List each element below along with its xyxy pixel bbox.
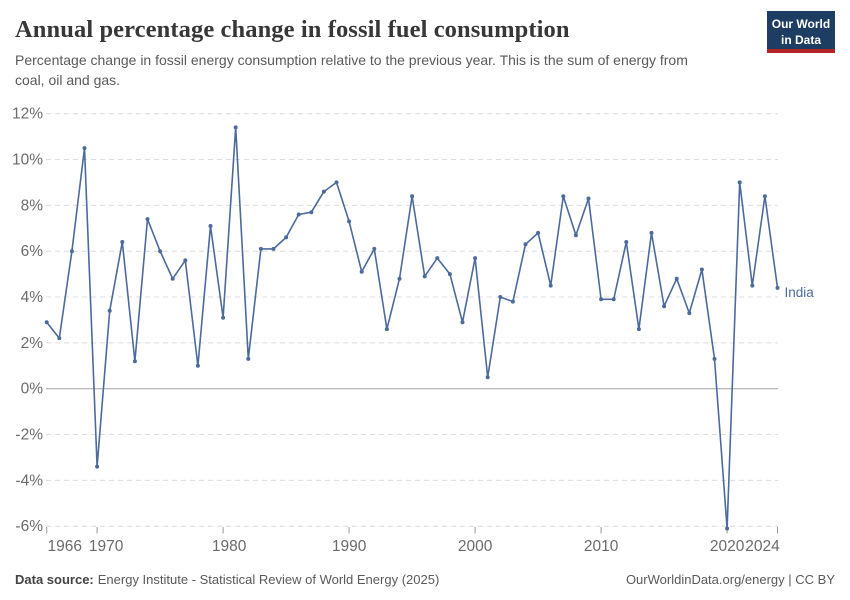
data-point-marker[interactable]	[611, 297, 616, 302]
data-point-marker[interactable]	[586, 196, 591, 201]
data-point-marker[interactable]	[208, 224, 213, 228]
page-title: Annual percentage change in fossil fuel …	[15, 16, 570, 43]
data-point-marker[interactable]	[397, 276, 402, 281]
data-point-marker[interactable]	[750, 283, 755, 288]
data-point-marker[interactable]	[95, 464, 100, 469]
x-tick-label: 2024	[745, 538, 780, 555]
x-axis: 1966 1970 1980 1990 2000 2010 2020 2024	[46, 527, 780, 555]
data-point-marker[interactable]	[271, 246, 276, 251]
data-point-marker[interactable]	[334, 180, 339, 185]
data-point-marker[interactable]	[649, 230, 654, 235]
data-point-marker[interactable]	[120, 240, 125, 244]
data-point-marker[interactable]	[57, 336, 62, 341]
y-tick-label: 2%	[21, 335, 44, 352]
x-tick-label: 2010	[584, 538, 619, 555]
data-point-marker[interactable]	[183, 258, 188, 263]
data-point-marker[interactable]	[699, 267, 704, 272]
chart-subtitle-line1: Percentage change in fossil energy consu…	[15, 52, 688, 68]
data-point-marker[interactable]	[548, 283, 553, 288]
data-point-marker[interactable]	[69, 249, 74, 254]
data-point-marker[interactable]	[473, 256, 478, 261]
data-point-marker[interactable]	[624, 240, 629, 244]
data-point-marker[interactable]	[321, 189, 326, 194]
data-point-marker[interactable]	[762, 194, 767, 199]
data-source-label: Data source:	[15, 572, 94, 587]
x-tick-label: 1966	[47, 538, 81, 555]
owid-logo-line2: in Data	[780, 32, 821, 47]
data-point-marker[interactable]	[460, 320, 465, 325]
series-layer[interactable]: India	[44, 125, 815, 531]
data-point-marker[interactable]	[422, 274, 427, 279]
data-source-text: Energy Institute - Statistical Review of…	[97, 572, 440, 587]
india-series-line[interactable]	[46, 126, 779, 530]
data-point-marker[interactable]	[636, 327, 641, 332]
y-tick-label: 12%	[12, 106, 43, 123]
data-point-marker[interactable]	[725, 526, 730, 531]
data-point-marker[interactable]	[737, 180, 742, 185]
y-tick-label: 8%	[21, 197, 44, 214]
data-point-marker[interactable]	[284, 235, 289, 240]
data-point-marker[interactable]	[536, 230, 541, 235]
data-point-marker[interactable]	[485, 375, 490, 380]
data-point-marker[interactable]	[170, 276, 175, 281]
data-point-marker[interactable]	[510, 299, 515, 304]
data-point-marker[interactable]	[246, 356, 251, 361]
data-point-marker[interactable]	[384, 327, 389, 332]
data-point-marker[interactable]	[296, 212, 301, 217]
owid-logo-line1: Our World	[771, 17, 831, 31]
owid-logo[interactable]: Our World in Data	[767, 11, 835, 53]
data-point-marker[interactable]	[561, 194, 566, 199]
data-point-marker[interactable]	[107, 308, 112, 313]
x-tick-label: 1980	[212, 538, 247, 555]
data-point-marker[interactable]	[347, 219, 352, 224]
data-point-marker[interactable]	[523, 242, 528, 247]
data-point-marker[interactable]	[447, 272, 452, 277]
data-point-marker[interactable]	[435, 256, 440, 261]
chart-subtitle: Percentage change in fossil energy consu…	[15, 51, 835, 91]
data-point-marker[interactable]	[775, 285, 780, 290]
data-point-marker[interactable]	[599, 297, 604, 302]
y-tick-label: 4%	[21, 289, 44, 306]
data-point-marker[interactable]	[573, 233, 578, 238]
data-point-marker[interactable]	[498, 295, 503, 299]
y-tick-label: 6%	[21, 243, 44, 260]
chart-subtitle-line2: coal, oil and gas.	[15, 71, 121, 88]
x-tick-label: 1970	[89, 538, 124, 555]
chart-footer: Data source: Energy Institute - Statistic…	[15, 572, 835, 587]
data-point-marker[interactable]	[195, 363, 200, 368]
chart-header: Annual percentage change in fossil fuel …	[15, 11, 835, 91]
y-tick-label: 10%	[12, 152, 43, 169]
owid-credit-link[interactable]: OurWorldinData.org/energy | CC BY	[625, 572, 835, 587]
y-tick-label: -4%	[15, 472, 43, 489]
y-tick-label: -6%	[15, 518, 43, 535]
x-tick-label: 2020	[710, 538, 745, 555]
entity-label-india[interactable]: India	[785, 285, 815, 300]
grid-layer: 12% 10% 8% 6% 4% 2% 0% -2% -4% -6%	[12, 106, 778, 535]
data-point-marker[interactable]	[158, 249, 163, 254]
data-point-marker[interactable]	[410, 194, 415, 199]
data-point-marker[interactable]	[662, 304, 667, 309]
data-point-marker[interactable]	[309, 210, 314, 215]
x-tick-label: 2000	[458, 538, 493, 555]
data-point-marker[interactable]	[674, 276, 679, 281]
data-point-marker[interactable]	[359, 269, 364, 274]
data-point-marker[interactable]	[372, 246, 377, 251]
data-point-marker[interactable]	[687, 311, 692, 316]
data-point-marker[interactable]	[82, 146, 87, 151]
data-source: Data source: Energy Institute - Statistic…	[15, 572, 439, 587]
data-point-marker[interactable]	[145, 217, 150, 222]
y-tick-label: 0%	[21, 381, 44, 398]
data-point-marker[interactable]	[132, 359, 137, 364]
x-tick-label: 1990	[332, 538, 367, 555]
data-point-marker[interactable]	[44, 320, 49, 325]
data-point-marker[interactable]	[712, 356, 717, 361]
data-point-marker[interactable]	[233, 125, 238, 130]
data-point-marker[interactable]	[221, 315, 226, 320]
y-tick-label: -2%	[15, 427, 43, 444]
data-point-marker[interactable]	[258, 246, 263, 251]
